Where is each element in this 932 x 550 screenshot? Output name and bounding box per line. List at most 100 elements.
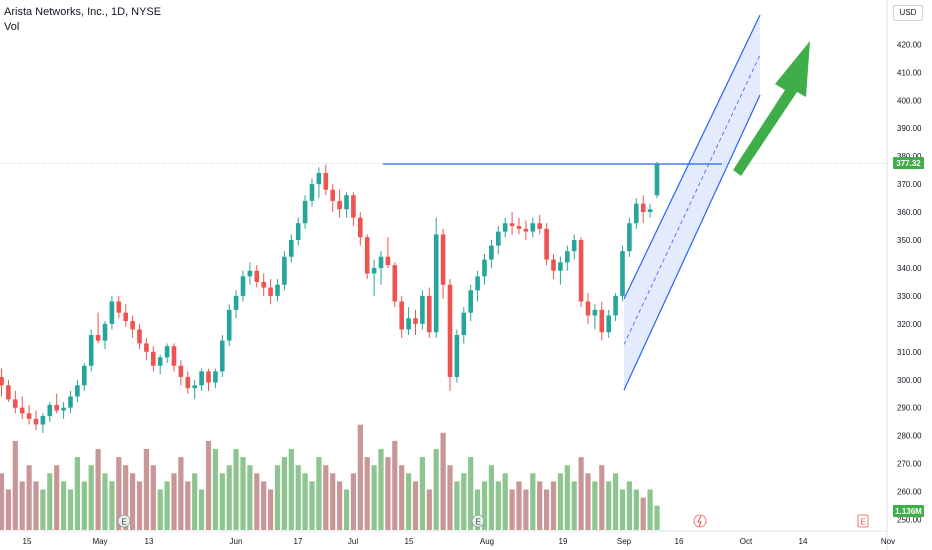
price-tick-label: 410.00	[897, 68, 922, 77]
candle-body	[102, 323, 108, 341]
volume-bar	[475, 489, 481, 530]
candle-body	[358, 217, 363, 238]
volume-bar	[530, 473, 536, 530]
volume-bar	[81, 481, 87, 530]
candle-body	[427, 295, 432, 333]
candle-body	[261, 281, 266, 288]
volume-bar	[0, 473, 5, 530]
volume-bar	[150, 465, 156, 530]
candle-body	[468, 290, 473, 313]
split-marker[interactable]	[693, 514, 707, 528]
volume-bar	[157, 489, 163, 530]
candle-body	[123, 312, 128, 322]
candle-body	[516, 226, 522, 229]
volume-legend[interactable]: Vol	[4, 21, 20, 33]
candle-body	[109, 301, 115, 324]
volume-bar	[654, 505, 660, 530]
candle-body	[496, 231, 501, 246]
candle-body	[254, 270, 260, 282]
price-axis[interactable]: 250.00 260.00 270.00 280.00 290.00 300.00 310.…	[886, 0, 922, 550]
volume-bar	[185, 481, 191, 530]
candle-body	[0, 376, 4, 386]
price-tick-label: 250.00	[897, 516, 922, 525]
earnings-marker-label: E	[475, 518, 480, 527]
candle-body	[137, 329, 142, 344]
candlesticks	[0, 161, 660, 433]
volume-bar	[592, 481, 598, 530]
currency-selector[interactable]: USD	[893, 5, 923, 21]
price-tick-label: 360.00	[897, 208, 922, 217]
candle-body	[275, 284, 280, 296]
price-tick-label: 320.00	[897, 320, 922, 329]
volume-bar	[406, 473, 412, 530]
last-price-badge: 377.32	[893, 157, 924, 169]
volume-bar	[350, 473, 356, 530]
candle-body	[233, 295, 239, 310]
symbol-title[interactable]: Arista Networks, Inc., 1D, NYSE	[4, 6, 162, 18]
volume-bar	[392, 440, 398, 530]
earnings-marker[interactable]: E	[471, 514, 485, 528]
volume-bar	[585, 473, 591, 530]
candle-body	[116, 301, 122, 313]
candle-body	[420, 295, 425, 324]
candle-body	[640, 203, 646, 213]
price-tick-label: 400.00	[897, 96, 922, 105]
volume-bar	[385, 457, 391, 530]
price-tick-label: 370.00	[897, 180, 922, 189]
earnings-marker-circle	[471, 514, 485, 528]
volume-bar	[343, 489, 350, 530]
volume-bar	[488, 465, 494, 530]
earnings-marker[interactable]: E	[857, 514, 869, 528]
channel-median-line[interactable]	[623, 54, 761, 345]
last-price-badge-bg	[893, 157, 924, 169]
candle-body	[6, 385, 11, 400]
parallel-channel-drawing[interactable]	[623, 14, 761, 391]
candle-body	[627, 223, 632, 252]
time-tick-label: 17	[294, 537, 303, 546]
candle-body	[647, 209, 653, 213]
volume-bar	[226, 465, 232, 530]
volume-bar	[502, 473, 508, 530]
candle-body	[151, 351, 156, 366]
volume-bar	[95, 449, 101, 530]
volume-bar	[12, 440, 18, 530]
candle-body	[447, 284, 453, 377]
volume-bar	[557, 473, 563, 530]
volume-bar	[116, 457, 122, 530]
volume-bar	[281, 457, 287, 530]
price-tick-label: 330.00	[897, 292, 922, 301]
price-tick-label: 340.00	[897, 264, 922, 273]
time-tick-label: May	[92, 537, 107, 546]
volume-bar	[544, 489, 550, 530]
candle-body	[144, 343, 149, 352]
volume-bar	[619, 489, 626, 530]
price-tick-label: 390.00	[897, 124, 922, 133]
time-axis[interactable]: 15 May 13 Jun 17 Jul 15 Aug 19 Sep 16 Oct 14 Nov	[0, 530, 895, 546]
volume-bar	[537, 481, 543, 530]
earnings-marker[interactable]: E	[117, 514, 131, 528]
candle-body	[268, 287, 273, 296]
channel-upper-line[interactable]	[623, 14, 761, 300]
candle-body	[440, 234, 446, 285]
candle-body	[399, 301, 404, 330]
time-tick-label: Jun	[230, 537, 243, 546]
candle-body	[337, 200, 342, 210]
candle-body	[502, 223, 508, 232]
candle-body	[523, 228, 529, 232]
volume-bar	[647, 489, 653, 530]
volume-bar	[47, 473, 53, 530]
volume-bar	[468, 457, 474, 530]
time-tick-label: 16	[675, 537, 684, 546]
candle-body	[130, 321, 135, 330]
channel-lower-line[interactable]	[623, 94, 761, 391]
candle-body	[95, 335, 101, 341]
volume-bar	[295, 465, 301, 530]
candle-body	[206, 371, 211, 383]
candle-body	[33, 418, 39, 425]
split-marker-circle	[693, 514, 707, 528]
up-arrow-drawing[interactable]	[733, 41, 810, 176]
candle-body	[295, 223, 301, 240]
volume-bar	[171, 473, 177, 530]
